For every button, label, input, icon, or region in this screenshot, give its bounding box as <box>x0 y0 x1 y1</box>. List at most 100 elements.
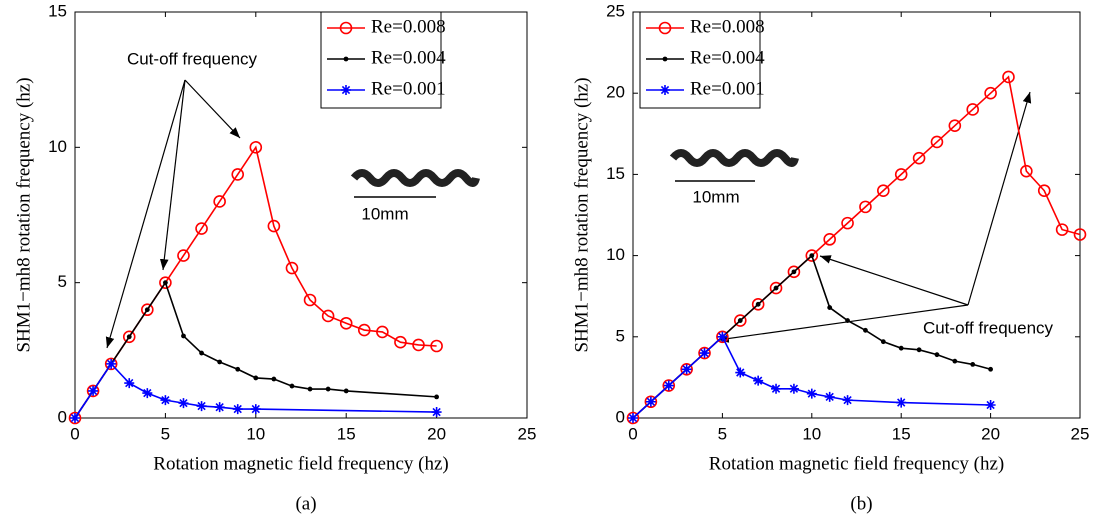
legend-label: Re=0.004 <box>690 47 765 68</box>
marker <box>788 383 799 394</box>
marker <box>271 376 277 382</box>
marker <box>988 366 993 372</box>
marker <box>985 400 996 411</box>
legend-label: Re=0.001 <box>371 78 446 99</box>
y-tick-label: 15 <box>606 164 625 183</box>
legend-label: Re=0.001 <box>690 78 765 99</box>
marker <box>626 411 640 425</box>
x-axis-label: Rotation magnetic field frequency (hz) <box>153 453 448 474</box>
marker <box>235 366 241 372</box>
marker <box>877 184 890 197</box>
marker <box>160 395 171 406</box>
x-tick-label: 25 <box>518 424 537 443</box>
marker <box>912 151 926 165</box>
marker <box>341 85 351 95</box>
marker <box>124 378 135 389</box>
marker <box>213 195 226 208</box>
marker <box>806 388 817 399</box>
marker <box>823 233 836 246</box>
marker <box>249 141 263 154</box>
y-tick-label: 15 <box>48 1 67 20</box>
x-tick-label: 0 <box>628 424 637 443</box>
annotation: Cut-off frequency <box>923 318 1054 337</box>
marker <box>434 394 439 400</box>
marker <box>751 298 765 311</box>
x-tick-label: 10 <box>246 424 265 443</box>
data-line <box>74 280 437 419</box>
x-tick-label: 5 <box>718 424 727 443</box>
marker <box>142 388 153 399</box>
marker <box>178 398 189 409</box>
legend-label: Re=0.008 <box>371 16 446 37</box>
marker <box>984 86 997 100</box>
marker <box>343 388 349 394</box>
annotation: Cut-off frequency <box>127 49 258 68</box>
marker <box>196 401 207 412</box>
legend-label: Re=0.008 <box>690 16 765 37</box>
y-tick-label: 10 <box>606 245 625 264</box>
marker <box>159 276 172 289</box>
marker <box>645 396 656 407</box>
data-line <box>632 335 991 419</box>
marker <box>930 135 944 149</box>
marker <box>431 407 442 418</box>
marker <box>195 222 208 235</box>
marker <box>680 362 693 376</box>
data-line <box>632 75 1081 419</box>
marker <box>845 318 850 323</box>
marker <box>771 383 782 394</box>
marker <box>842 395 853 406</box>
marker <box>321 309 335 323</box>
marker <box>934 352 940 358</box>
y-tick-label: 0 <box>616 407 625 426</box>
marker <box>966 103 980 116</box>
y-tick-label: 5 <box>58 272 67 291</box>
marker <box>70 413 80 423</box>
y-tick-label: 25 <box>606 1 625 20</box>
marker <box>412 338 425 352</box>
helix-inset <box>350 169 480 198</box>
marker <box>716 330 729 344</box>
marker <box>681 364 692 375</box>
marker <box>144 307 150 313</box>
marker <box>231 168 245 181</box>
marker <box>970 362 976 367</box>
y-tick-label: 20 <box>606 83 625 102</box>
marker <box>141 303 154 317</box>
marker <box>430 339 443 353</box>
marker <box>628 413 638 423</box>
x-tick-label: 20 <box>427 424 446 443</box>
marker <box>1073 228 1087 241</box>
marker <box>662 379 676 392</box>
marker <box>126 334 132 340</box>
marker <box>177 249 190 262</box>
marker <box>289 383 295 389</box>
marker <box>733 314 747 327</box>
marker <box>644 395 658 409</box>
marker <box>658 21 672 35</box>
marker <box>104 357 118 371</box>
x-tick-label: 5 <box>161 424 170 443</box>
scale-bar-label: 10mm <box>692 187 739 206</box>
plot-area <box>632 11 1081 419</box>
marker <box>880 339 886 345</box>
caption: (b) <box>850 493 872 514</box>
marker <box>253 375 259 381</box>
marker <box>181 333 186 339</box>
marker <box>859 200 872 214</box>
marker <box>343 56 349 62</box>
x-tick-label: 15 <box>892 424 911 443</box>
x-tick-label: 0 <box>70 424 79 443</box>
marker <box>863 327 868 333</box>
y-axis-label: SHM1−mh8 rotation frequency (hz) <box>13 77 34 352</box>
marker <box>357 323 371 337</box>
marker <box>663 380 674 391</box>
scale-bar-label: 10mm <box>361 204 408 223</box>
marker <box>787 265 801 279</box>
marker <box>791 269 797 275</box>
marker <box>303 293 317 307</box>
marker <box>755 301 761 307</box>
marker <box>376 325 389 339</box>
marker <box>662 56 668 62</box>
marker <box>122 330 136 344</box>
